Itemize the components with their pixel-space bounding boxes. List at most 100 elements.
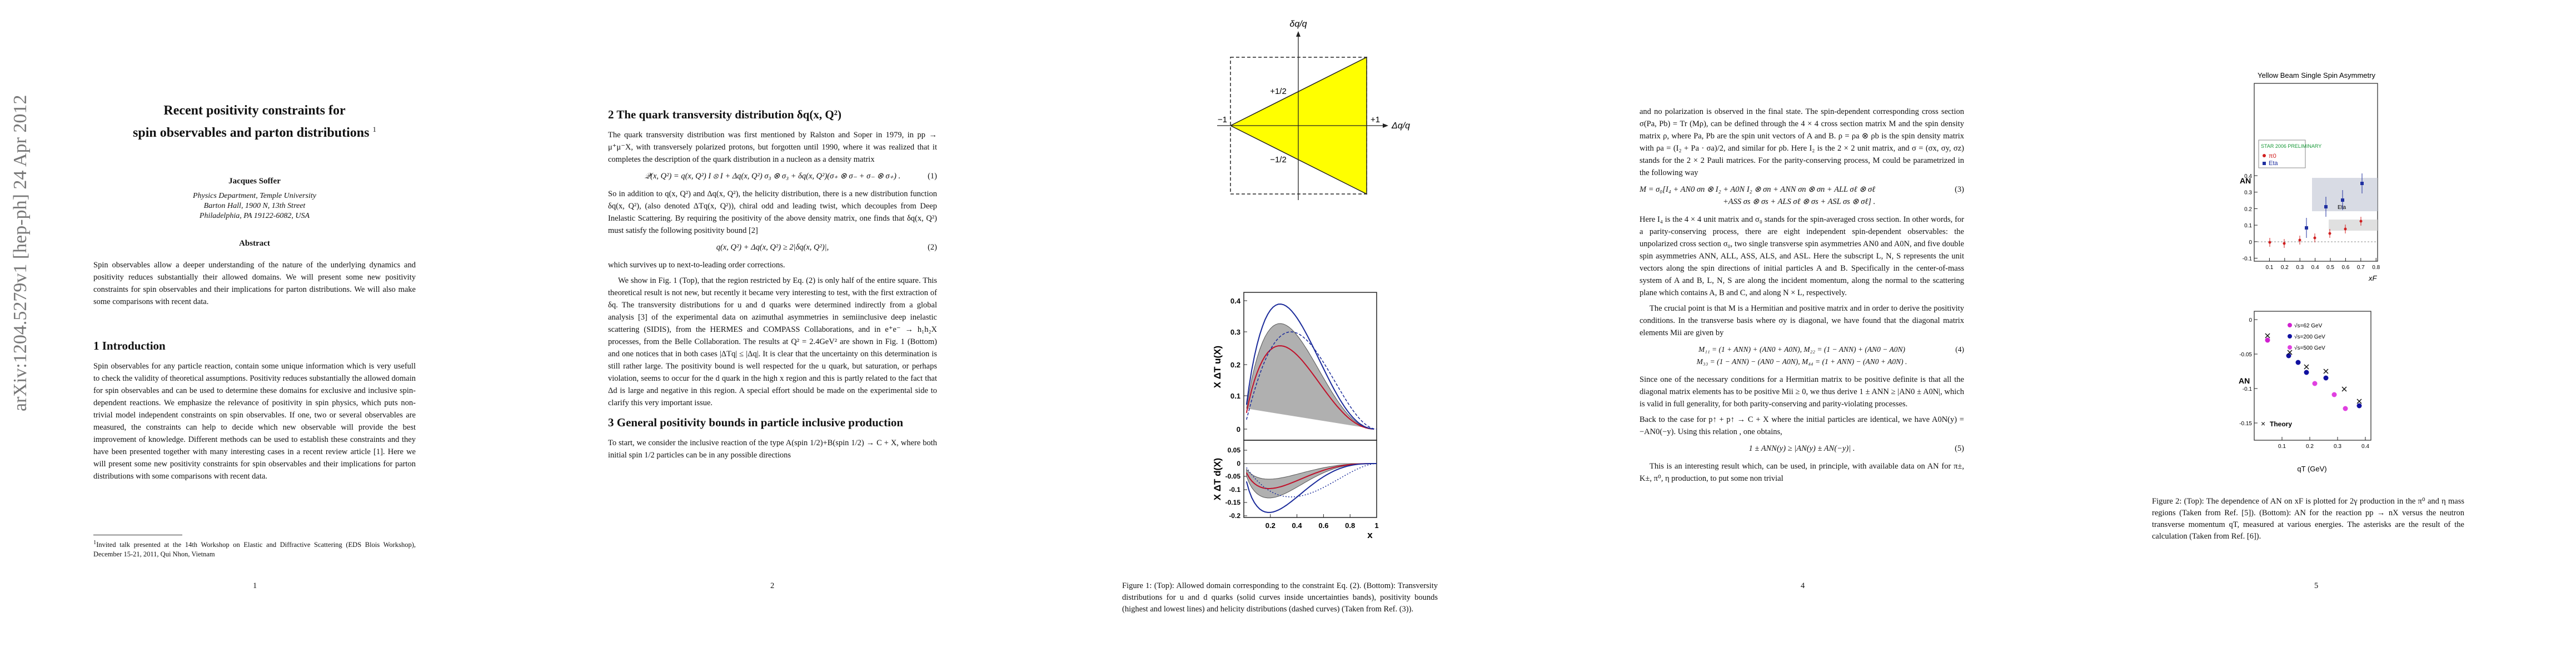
y-tick-label: -0.05 bbox=[2239, 352, 2252, 358]
x-tick-label: 0.6 bbox=[2341, 265, 2349, 271]
legend-entry: √s=500 GeV bbox=[2294, 345, 2325, 351]
legend-marker: × bbox=[2261, 419, 2265, 428]
x-tick-label: 0.7 bbox=[2357, 265, 2365, 271]
equation-number: (5) bbox=[1955, 444, 1964, 453]
equation: M₁₁ = (1 + ANN) + (AN0 + A0N), M₂₂ = (1 … bbox=[1640, 344, 1964, 368]
y-axis-label: X ΔT d(X) bbox=[1212, 458, 1223, 500]
x-tick-label: 0.1 bbox=[2278, 444, 2286, 450]
paragraph: This is an interesting result which, can… bbox=[1640, 462, 1964, 483]
section-heading: 2 The quark transversity distribution δq… bbox=[608, 108, 841, 121]
footnote-mark: 1 bbox=[93, 540, 97, 546]
legend-marker bbox=[2288, 345, 2292, 350]
author: Jacques Soffer bbox=[228, 177, 281, 186]
arrow bbox=[1383, 123, 1388, 128]
footnote-text: Invited talk presented at the 14th Works… bbox=[93, 541, 416, 559]
figure-caption: Figure 1: (Top): Allowed domain correspo… bbox=[1122, 581, 1438, 614]
x-tick-label: 0.3 bbox=[2334, 444, 2341, 450]
equation: q(x, Q²) + Δq(x, Q²) ≥ 2|δq(x, Q²)|, (2) bbox=[608, 241, 937, 253]
point bbox=[2283, 242, 2286, 245]
point bbox=[2313, 236, 2316, 240]
y-tick-label: 0.4 bbox=[1230, 297, 1241, 305]
axis-label: Δq/q bbox=[1391, 121, 1410, 131]
axis-label: δq/q bbox=[1289, 19, 1307, 29]
legend-marker bbox=[2288, 323, 2292, 327]
bound-curve bbox=[1245, 463, 1377, 513]
point bbox=[2341, 198, 2344, 202]
abstract: Spin observables allow a deeper understa… bbox=[93, 259, 416, 311]
y-tick-label: 0.3 bbox=[2244, 190, 2252, 196]
equation-text: 1 ± ANN(y) ≥ |AN(y) ± AN(−y)| . bbox=[1748, 444, 1855, 453]
x-tick-label: 0.1 bbox=[2265, 265, 2273, 271]
paragraph: So in addition to q(x, Q²) and Δq(x, Q²)… bbox=[608, 190, 937, 235]
x-tick-label: 0.8 bbox=[2372, 265, 2380, 271]
x-axis-label: x bbox=[1367, 530, 1373, 540]
legend-entry: Eta bbox=[2269, 160, 2278, 167]
point bbox=[2328, 232, 2331, 235]
point bbox=[2344, 227, 2347, 231]
equation-number: (1) bbox=[928, 172, 937, 181]
column: 2 The quark transversity distribution δq… bbox=[608, 101, 937, 465]
legend-heading: STAR 2006 PRELIMINARY bbox=[2261, 143, 2321, 149]
uncertainty-band bbox=[1246, 323, 1374, 430]
column: and no polarization is observed in the f… bbox=[1640, 106, 1964, 488]
affiliation: Physics Department, Temple University Ba… bbox=[93, 191, 416, 221]
y-axis-label: AN bbox=[2239, 376, 2250, 385]
theory-marker bbox=[2356, 399, 2362, 404]
y-tick-label: -0.15 bbox=[2239, 421, 2252, 427]
affiliation-line: Philadelphia, PA 19122-6082, USA bbox=[199, 212, 310, 220]
point bbox=[2331, 392, 2337, 397]
y-tick-label: -0.1 bbox=[1229, 486, 1240, 494]
y-tick-label: -0.2 bbox=[1229, 512, 1240, 520]
y-tick-label: -0.15 bbox=[1225, 499, 1241, 506]
shaded-band bbox=[2329, 220, 2378, 231]
paragraph: Here I₄ is the 4 × 4 unit matrix and σ₀ … bbox=[1640, 215, 1964, 297]
legend-entry: √s=62 GeV bbox=[2294, 322, 2323, 329]
abstract-heading: Abstract bbox=[239, 239, 270, 248]
point bbox=[2304, 370, 2309, 375]
point bbox=[2286, 353, 2291, 359]
annotation: Eta bbox=[2338, 205, 2346, 211]
title: Recent positivity constraints for spin o… bbox=[93, 101, 416, 142]
x-tick-label: 0.4 bbox=[1292, 521, 1303, 530]
x-tick-label: 0.2 bbox=[2306, 444, 2314, 450]
tick-label: +1 bbox=[1371, 115, 1380, 125]
equation-text: +ASS σs ⊗ σs + ALS σℓ ⊗ σs + ASL σs ⊗ σℓ… bbox=[1723, 197, 1876, 206]
y-tick-label: 0.05 bbox=[1228, 446, 1241, 454]
theory-marker bbox=[2287, 350, 2293, 355]
x-tick-label: 0.6 bbox=[1318, 521, 1328, 530]
tick-label: +1/2 bbox=[1270, 87, 1287, 96]
x-tick-label: 0.5 bbox=[2326, 265, 2334, 271]
point bbox=[2312, 381, 2318, 386]
footnote-mark: 1 bbox=[372, 125, 376, 133]
equation-number: (3) bbox=[1955, 185, 1964, 194]
paragraph: Spin observables for any particle reacti… bbox=[93, 362, 416, 481]
tick-label: −1 bbox=[1218, 115, 1227, 125]
equation: M = σ₀[I₄ + AN0 σn ⊗ I₂ + A0N I₂ ⊗ σn + … bbox=[1640, 183, 1964, 208]
frame bbox=[2254, 311, 2371, 441]
abstract-text: Spin observables allow a deeper understa… bbox=[93, 261, 416, 306]
paragraph: Back to the case for p↑ + p↑ → C + X whe… bbox=[1640, 415, 1964, 436]
equation-text: M₁₁ = (1 + ANN) + (AN0 + A0N), M₂₂ = (1 … bbox=[1698, 345, 1905, 354]
y-tick-label: 0 bbox=[2249, 240, 2252, 246]
legend-marker bbox=[2288, 334, 2292, 339]
x-tick-label: 0.2 bbox=[2281, 265, 2289, 271]
y-tick-label: 0 bbox=[1237, 460, 1240, 467]
curve bbox=[1245, 345, 1374, 430]
section-heading: 3 General positivity bounds in particle … bbox=[608, 416, 904, 429]
page-number: 4 bbox=[1801, 581, 1805, 590]
paragraph: We show in Fig. 1 (Top), that the region… bbox=[608, 276, 937, 407]
paragraph: The crucial point is that M is a Hermiti… bbox=[1640, 304, 1964, 337]
point bbox=[2268, 241, 2271, 244]
legend-entry: π0 bbox=[2269, 153, 2276, 160]
helicity-curve bbox=[1246, 463, 1374, 497]
point bbox=[2295, 360, 2301, 365]
frame bbox=[2254, 83, 2378, 262]
theory-marker bbox=[2323, 369, 2329, 374]
y-tick-label: -0.05 bbox=[1225, 472, 1241, 480]
page-number: 5 bbox=[2314, 581, 2319, 590]
theory-marker bbox=[2304, 364, 2309, 370]
equation-text: M = σ₀[I₄ + AN0 σn ⊗ I₂ + A0N I₂ ⊗ σn + … bbox=[1640, 185, 1876, 194]
legend-entry: √s=200 GeV bbox=[2294, 334, 2325, 340]
footnote: 1Invited talk presented at the 14th Work… bbox=[93, 538, 416, 559]
